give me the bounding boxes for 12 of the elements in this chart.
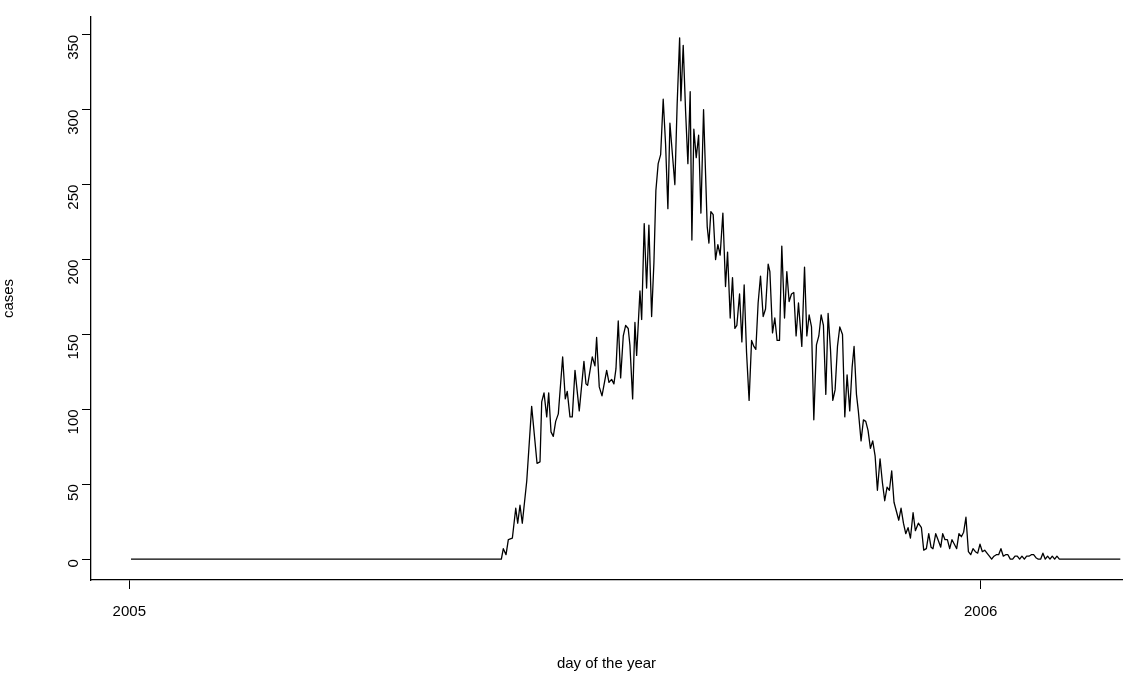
y-tick-label: 100 bbox=[64, 409, 82, 435]
y-tick-label: 250 bbox=[64, 184, 82, 210]
y-tick-label: 200 bbox=[64, 259, 82, 285]
x-axis-title: day of the year bbox=[556, 654, 657, 672]
y-tick-label: 50 bbox=[64, 484, 82, 501]
y-tick-label: 350 bbox=[64, 34, 82, 60]
x-tick-label: 2006 bbox=[963, 602, 998, 620]
y-tick-label: 150 bbox=[64, 334, 82, 360]
y-tick-label: 300 bbox=[64, 109, 82, 135]
x-tick-label: 2005 bbox=[112, 602, 146, 620]
y-axis-title: cases bbox=[0, 278, 17, 319]
y-tick-label: 0 bbox=[64, 559, 82, 568]
